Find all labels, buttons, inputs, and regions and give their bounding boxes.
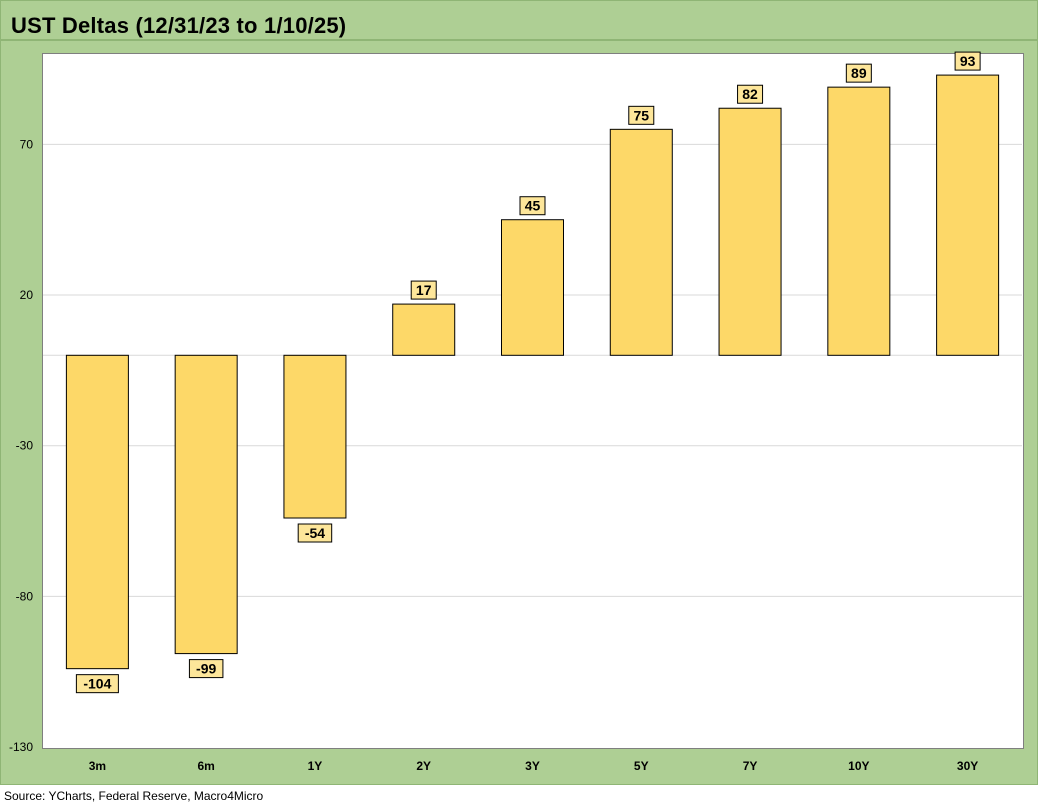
data-label: -99: [196, 661, 216, 677]
bar-2Y: [392, 303, 456, 356]
bar-3m: [65, 354, 129, 670]
chart-title: UST Deltas (12/31/23 to 1/10/25): [11, 13, 347, 38]
title-divider: [1, 39, 1037, 41]
y-tick-label: -30: [16, 439, 34, 453]
source-note: Source: YCharts, Federal Reserve, Macro4…: [4, 789, 264, 803]
data-label: 93: [960, 53, 976, 69]
y-tick-label: -80: [16, 589, 34, 603]
x-tick-label: 5Y: [634, 759, 649, 773]
bar-10Y: [827, 86, 891, 356]
data-label-box: [410, 280, 437, 300]
x-tick-label: 2Y: [416, 759, 431, 773]
data-label: 17: [416, 282, 432, 298]
x-tick-label: 3Y: [525, 759, 540, 773]
data-label-box: [188, 659, 224, 679]
data-label-box: [297, 523, 333, 543]
data-label: 82: [742, 86, 758, 102]
bar-30Y: [936, 74, 1000, 356]
x-tick-label: 10Y: [848, 759, 869, 773]
data-label: 75: [633, 107, 649, 123]
data-label: -54: [305, 525, 325, 541]
data-label-box: [737, 84, 764, 104]
bar-6m: [174, 354, 238, 655]
data-label-box: [845, 63, 872, 83]
x-tick-label: 1Y: [308, 759, 323, 773]
y-tick-label: 70: [20, 137, 34, 151]
data-label: 89: [851, 65, 867, 81]
data-label: -104: [83, 676, 111, 692]
x-tick-label: 30Y: [957, 759, 978, 773]
y-tick-label: -130: [9, 740, 33, 754]
bar-5Y: [609, 128, 673, 356]
data-label-box: [628, 105, 655, 125]
data-label: 45: [525, 198, 541, 214]
x-tick-label: 7Y: [743, 759, 758, 773]
data-label-box: [75, 674, 119, 694]
data-label-box: [954, 51, 981, 71]
bar-3Y: [500, 219, 565, 356]
x-tick-label: 6m: [197, 759, 214, 773]
y-tick-label: 20: [20, 288, 34, 302]
bar-1Y: [283, 354, 347, 519]
data-label-box: [519, 196, 546, 216]
x-tick-label: 3m: [89, 759, 106, 773]
bar-7Y: [718, 107, 782, 356]
